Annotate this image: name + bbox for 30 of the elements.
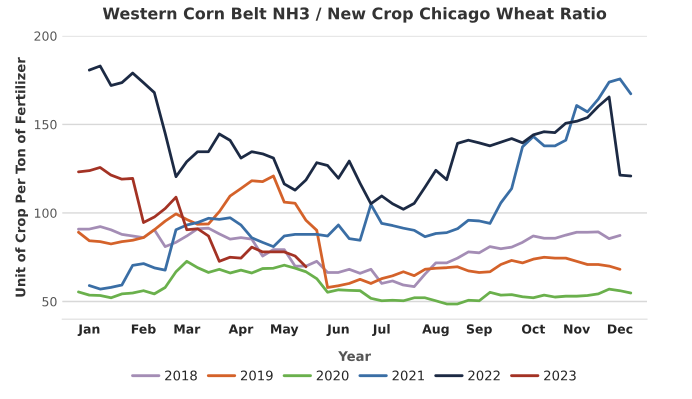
legend-label: 2019 [240,370,273,380]
x-tick-label: Oct [522,324,546,334]
x-tick-label: Jun [326,324,349,336]
y-tick-label: 50 [42,296,57,306]
x-tick-label: May [271,324,298,336]
line-series [77,260,632,306]
x-tick-label: Sep [466,324,492,336]
x-tick-label: Dec [608,324,632,334]
legend-label: 2021 [392,370,424,380]
x-tick-label: Apr [228,324,254,336]
x-tick-label: Feb [132,324,156,334]
x-tick-label: Jan [78,324,100,336]
legend-label: 2018 [165,370,197,380]
x-tick-label: Aug [422,324,449,336]
line-series [77,166,308,268]
chart-title: Western Corn Belt NH3 / New Crop Chicago Wheat Ratio [102,7,606,23]
legend-title: Year [338,351,371,362]
line-series [88,78,632,290]
legend-label: 2023 [544,370,576,380]
y-tick-label: 100 [34,208,57,218]
legend-label: 2022 [468,370,500,380]
y-tick-label: 150 [34,120,57,130]
x-tick-label: Mar [174,324,200,334]
y-axis-title: Unit of Crop Per Ton of Fertilizer [15,57,28,297]
y-tick-label: 200 [34,31,57,41]
legend-label: 2020 [316,370,348,380]
x-tick-label: Nov [564,324,590,334]
line-series [88,64,632,211]
x-tick-label: Jul [372,324,390,336]
line-series [77,174,622,289]
